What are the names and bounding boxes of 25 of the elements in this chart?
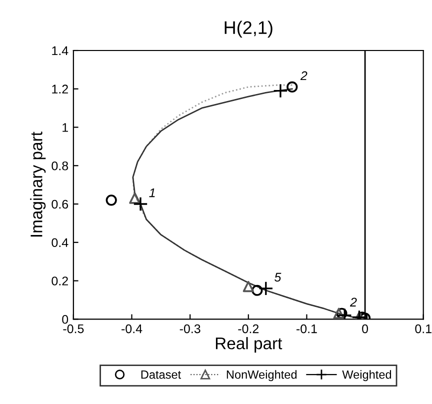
y-tick-label: 0.4: [52, 238, 68, 248]
x-tick-label: -0.1: [296, 324, 317, 334]
x-tick-label: -0.2: [238, 324, 259, 334]
legend-label: Dataset: [141, 370, 182, 379]
legend-label: Weighted: [342, 370, 392, 382]
y-tick-label: 0: [62, 314, 68, 324]
y-tick-label: 1.4: [52, 46, 68, 56]
y-tick-label: 0.8: [52, 161, 68, 170]
x-tick-label: -0.5: [63, 324, 84, 334]
x-tick-label: -0.3: [180, 324, 200, 334]
y-tick-label: 0.2: [52, 276, 68, 286]
y-tick-label: 0.6: [52, 200, 68, 209]
annotation: 2: [350, 298, 357, 306]
x-axis-title: Real part: [216, 337, 282, 353]
x-tick-label: -0.4: [122, 324, 142, 334]
x-tick-label: 0.1: [415, 324, 432, 334]
y-tick-label: 1: [62, 123, 68, 132]
legend-label: NonWeighted: [226, 370, 297, 382]
y-axis-title: Imaginary part: [30, 132, 46, 237]
chart-title: H(2,1): [224, 20, 272, 38]
y-tick-label: 1.2: [52, 84, 68, 94]
x-tick-label: 0: [362, 324, 368, 334]
annotation: 1: [149, 188, 155, 198]
annotation: 2: [300, 71, 308, 80]
annotation: 5: [274, 272, 282, 282]
